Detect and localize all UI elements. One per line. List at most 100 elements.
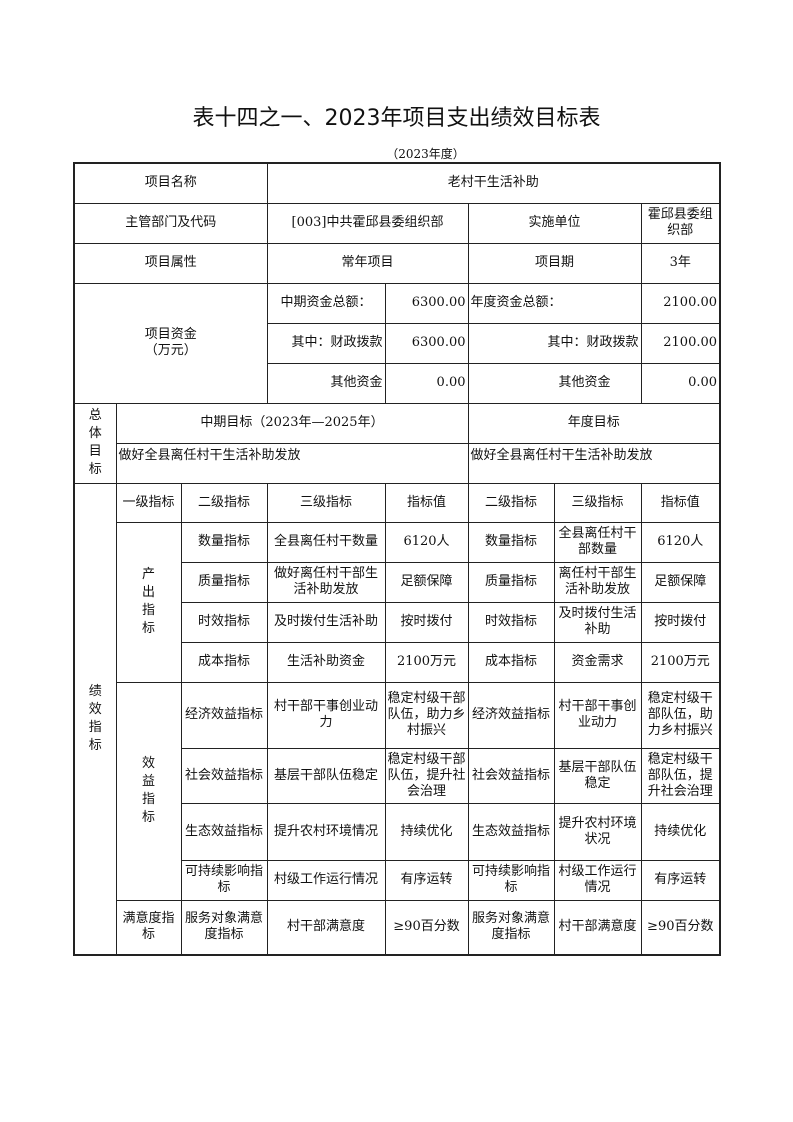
indicator-cell: 可持续影响指标 [180,859,268,901]
indicator-cell: 质量指标 [180,561,268,603]
indicator-cell: 经济效益指标 [180,681,268,749]
table-row: 时效指标 及时拨付生活补助 按时拨付 时效指标 及时拨付生活补助 按时拨付 [74,601,721,643]
indicator-cell: 稳定村级干部队伍，助力乡村振兴 [640,681,721,749]
indicator-cell: 离任村干部生活补助发放 [553,561,642,603]
indicator-cell: 有序运转 [384,859,469,901]
indicator-cell: 6120人 [640,521,721,563]
table-row: 成本指标 生活补助资金 2100万元 成本指标 资金需求 2100万元 [74,641,721,683]
indicator-cell: 数量指标 [467,521,555,563]
page-title: 表十四之一、2023年项目支出绩效目标表 [192,106,601,131]
header-cell: 三级指标 [553,482,642,523]
header-cell: 指标值 [640,482,721,523]
label-cell: 其中：财政拨款 [467,322,642,364]
indicator-cell: 数量指标 [180,521,268,563]
value-cell: 0.00 [384,362,469,404]
indicator-cell: 稳定村级干部队伍，提升社会治理 [384,747,469,804]
value-cell: 2100.00 [640,322,721,364]
funds-label-cell: 项目资金 （万元） [73,282,268,404]
indicator-cell: 足额保障 [640,561,721,603]
indicator-cell: 生态效益指标 [467,802,555,861]
indicator-cell: 6120人 [384,521,469,563]
indicator-cell: 持续优化 [640,802,721,861]
indicator-cell: 稳定村级干部队伍，助力乡村振兴 [384,681,469,749]
value-cell: 2100.00 [640,282,721,324]
indicator-cell: 全县离任村干数量 [266,521,386,563]
header-cell: 二级指标 [467,482,555,523]
group-label: 满意度指标 [115,899,182,956]
header-cell: 指标值 [384,482,469,523]
indicator-cell: 基层干部队伍稳定 [266,747,386,804]
indicator-cell: 及时拨付生活补助 [553,601,642,643]
value-cell: [003]中共霍邱县委组织部 [266,202,469,244]
table-row: 产出指标 数量指标 全县离任村干数量 6120人 数量指标 全县离任村干部数量 6120人 [74,521,721,683]
indicator-cell: 村干部满意度 [266,899,386,956]
label-cell: 中期资金总额： [266,282,386,324]
table-row: 生态效益指标 提升农村环境情况 持续优化 生态效益指标 提升农村环境状况 持续优化 [74,802,721,861]
perf-label: 绩效指标 [73,482,117,956]
indicator-cell: 做好离任村干部生活补助发放 [266,561,386,603]
label-cell: 项目属性 [73,242,268,284]
indicator-cell: 村干部干事创业动力 [553,681,642,749]
indicator-cell: 村级工作运行情况 [553,859,642,901]
value-cell: 3年 [640,242,721,284]
indicator-cell: 经济效益指标 [467,681,555,749]
label-cell: 年度资金总额： [467,282,642,324]
label-cell: 项目名称 [73,162,268,204]
indicator-cell: 提升农村环境情况 [266,802,386,861]
indicator-cell: 服务对象满意度指标 [180,899,268,956]
overall-goal-label: 总体目标 [73,402,117,484]
indicator-cell: ≥90百分数 [384,899,469,956]
label-cell: 项目期 [467,242,642,284]
label-cell: 其中：财政拨款 [266,322,386,364]
indicator-cell: 时效指标 [467,601,555,643]
indicator-cell: 生态效益指标 [180,802,268,861]
indicator-cell: 及时拨付生活补助 [266,601,386,643]
value-cell: 6300.00 [384,322,469,364]
group-label: 产出指标 [115,521,182,683]
table-row: 效益指标 经济效益指标 村干部干事创业动力 稳定村级干部队伍，助力乡村振兴 经济效益指标… [74,681,721,901]
header-cell: 三级指标 [266,482,386,523]
indicator-cell: 资金需求 [553,641,642,683]
indicator-cell: 2100万元 [384,641,469,683]
indicator-cell: 村干部干事创业动力 [266,681,386,749]
indicator-cell: 生活补助资金 [266,641,386,683]
indicator-cell: 村级工作运行情况 [266,859,386,901]
value-cell: 6300.00 [384,282,469,324]
table-row: 可持续影响指标 村级工作运行情况 有序运转 可持续影响指标 村级工作运行情况 有序运转 [74,859,721,901]
indicator-cell: 社会效益指标 [467,747,555,804]
indicator-cell: 社会效益指标 [180,747,268,804]
indicator-cell: 按时拨付 [384,601,469,643]
indicator-cell: 足额保障 [384,561,469,603]
funds-unit: （万元） [144,343,197,358]
indicator-cell: 按时拨付 [640,601,721,643]
indicator-cell: 时效指标 [180,601,268,643]
label-cell: 主管部门及代码 [73,202,268,244]
mid-goal-header: 中期目标（2023年—2025年） [115,402,469,444]
year-goal-header: 年度目标 [467,402,721,444]
year-label: （2023年度） [386,147,465,161]
label-cell: 其他资金 [266,362,386,404]
value-cell: 0.00 [640,362,721,404]
funds-label: 项目资金 [144,327,197,342]
indicator-cell: 服务对象满意度指标 [467,899,555,956]
label-cell: 其他资金 [467,362,642,404]
indicator-cell: ≥90百分数 [640,899,721,956]
value-cell: 老村干生活补助 [266,162,721,204]
indicator-cell: 稳定村级干部队伍，提升社会治理 [640,747,721,804]
indicator-cell: 2100万元 [640,641,721,683]
indicator-cell: 有序运转 [640,859,721,901]
header-cell: 一级指标 [115,482,182,523]
table-row: 质量指标 做好离任村干部生活补助发放 足额保障 质量指标 离任村干部生活补助发放 足额保障 [74,561,721,603]
indicator-cell: 基层干部队伍稳定 [553,747,642,804]
value-cell: 霍邱县委组织部 [640,202,721,244]
table-row: 社会效益指标 基层干部队伍稳定 稳定村级干部队伍，提升社会治理 社会效益指标 基层干部队… [74,747,721,804]
header-cell: 二级指标 [180,482,268,523]
indicator-cell: 村干部满意度 [553,899,642,956]
mid-goal-text: 做好全县离任村干生活补助发放 [115,442,469,484]
value-cell: 常年项目 [266,242,469,284]
year-goal-text: 做好全县离任村干生活补助发放 [467,442,721,484]
indicator-cell: 提升农村环境状况 [553,802,642,861]
indicator-cell: 全县离任村干部数量 [553,521,642,563]
indicator-cell: 成本指标 [180,641,268,683]
